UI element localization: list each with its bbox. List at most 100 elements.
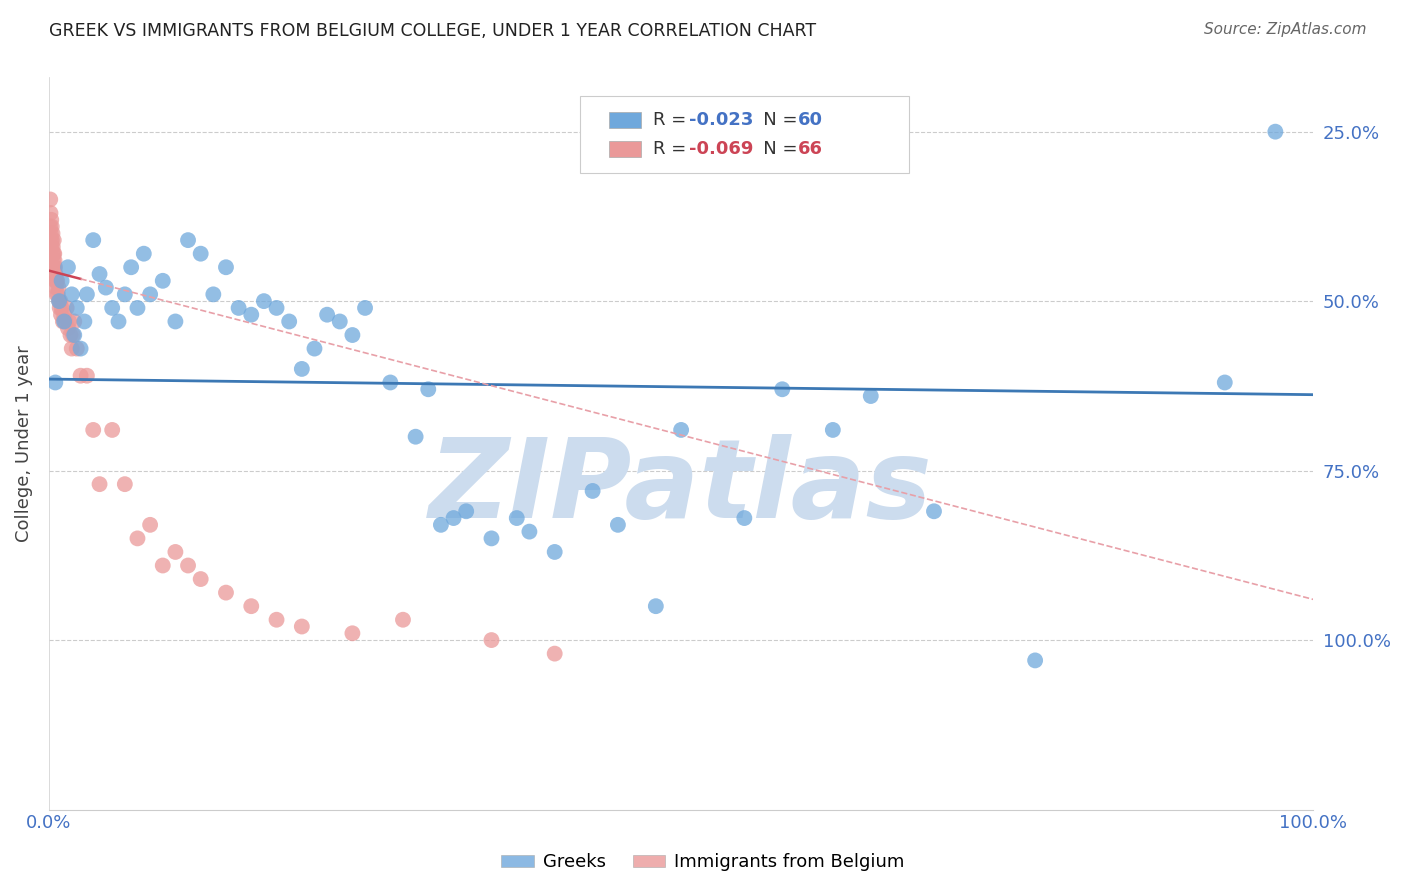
Point bbox=[55, 314, 77, 328]
Point bbox=[101, 423, 124, 437]
Point bbox=[45, 274, 67, 288]
Point bbox=[215, 585, 238, 599]
Point bbox=[69, 368, 91, 383]
Point bbox=[644, 599, 666, 614]
Point bbox=[73, 314, 96, 328]
Point bbox=[342, 626, 364, 640]
Point bbox=[48, 294, 70, 309]
Point bbox=[39, 227, 62, 241]
Point bbox=[405, 430, 427, 444]
Text: GREEK VS IMMIGRANTS FROM BELGIUM COLLEGE, UNDER 1 YEAR CORRELATION CHART: GREEK VS IMMIGRANTS FROM BELGIUM COLLEGE… bbox=[49, 22, 817, 40]
Point bbox=[165, 545, 187, 559]
Point bbox=[733, 511, 755, 525]
Point bbox=[53, 308, 76, 322]
Point bbox=[62, 328, 84, 343]
Point bbox=[240, 599, 263, 614]
FancyBboxPatch shape bbox=[581, 95, 908, 173]
Point bbox=[39, 193, 62, 207]
Point bbox=[1024, 653, 1046, 667]
Point bbox=[42, 260, 65, 275]
Point bbox=[44, 260, 66, 275]
Point bbox=[228, 301, 250, 315]
Point bbox=[63, 314, 86, 328]
Point bbox=[45, 280, 67, 294]
Point bbox=[380, 376, 402, 390]
Point bbox=[46, 274, 69, 288]
Point bbox=[107, 314, 129, 328]
Point bbox=[278, 314, 301, 328]
Point bbox=[56, 321, 79, 335]
Point bbox=[139, 517, 162, 532]
Point bbox=[114, 477, 136, 491]
Point bbox=[82, 233, 104, 247]
Text: ZIPatlas: ZIPatlas bbox=[429, 434, 934, 541]
Point bbox=[127, 301, 149, 315]
Point bbox=[42, 260, 65, 275]
Point bbox=[48, 280, 70, 294]
Point bbox=[66, 342, 89, 356]
Point bbox=[76, 287, 98, 301]
Point bbox=[177, 233, 200, 247]
Point bbox=[51, 301, 73, 315]
Point bbox=[544, 545, 567, 559]
Point bbox=[165, 314, 187, 328]
Point bbox=[215, 260, 238, 275]
Point bbox=[39, 219, 62, 234]
Point bbox=[60, 287, 83, 301]
Point bbox=[94, 280, 117, 294]
Point bbox=[49, 308, 72, 322]
Point bbox=[443, 511, 465, 525]
Point bbox=[1264, 125, 1286, 139]
Point bbox=[152, 274, 174, 288]
Text: -0.023: -0.023 bbox=[689, 111, 754, 129]
Point bbox=[60, 342, 83, 356]
Point bbox=[304, 342, 326, 356]
Point bbox=[316, 308, 339, 322]
Point bbox=[39, 206, 62, 220]
Point bbox=[669, 423, 692, 437]
Point bbox=[52, 314, 75, 328]
FancyBboxPatch shape bbox=[609, 141, 641, 157]
Point bbox=[354, 301, 377, 315]
Y-axis label: College, Under 1 year: College, Under 1 year bbox=[15, 345, 32, 541]
Point bbox=[46, 287, 69, 301]
Point bbox=[922, 504, 945, 518]
Point bbox=[519, 524, 541, 539]
Point bbox=[581, 483, 603, 498]
Point bbox=[266, 613, 288, 627]
Point bbox=[44, 246, 66, 260]
Point bbox=[770, 382, 793, 396]
Text: -0.069: -0.069 bbox=[689, 140, 754, 158]
Point bbox=[76, 368, 98, 383]
Point bbox=[45, 267, 67, 281]
Point bbox=[544, 647, 567, 661]
Point bbox=[177, 558, 200, 573]
Point bbox=[120, 260, 142, 275]
Point bbox=[53, 314, 76, 328]
Point bbox=[41, 227, 63, 241]
Point bbox=[481, 532, 503, 546]
Point bbox=[859, 389, 882, 403]
Point bbox=[42, 240, 65, 254]
Point bbox=[44, 253, 66, 268]
Point bbox=[329, 314, 352, 328]
Point bbox=[392, 613, 415, 627]
Point bbox=[51, 274, 73, 288]
Point bbox=[202, 287, 225, 301]
Point bbox=[291, 619, 314, 633]
FancyBboxPatch shape bbox=[609, 112, 641, 128]
Point bbox=[291, 362, 314, 376]
Point bbox=[418, 382, 440, 396]
Point bbox=[190, 246, 212, 260]
Point bbox=[41, 240, 63, 254]
Point bbox=[342, 328, 364, 343]
Point bbox=[114, 287, 136, 301]
Point bbox=[63, 328, 86, 343]
Point bbox=[506, 511, 529, 525]
Text: 60: 60 bbox=[797, 111, 823, 129]
Point bbox=[42, 246, 65, 260]
Point bbox=[152, 558, 174, 573]
Point bbox=[69, 342, 91, 356]
Point bbox=[56, 260, 79, 275]
Text: Source: ZipAtlas.com: Source: ZipAtlas.com bbox=[1204, 22, 1367, 37]
